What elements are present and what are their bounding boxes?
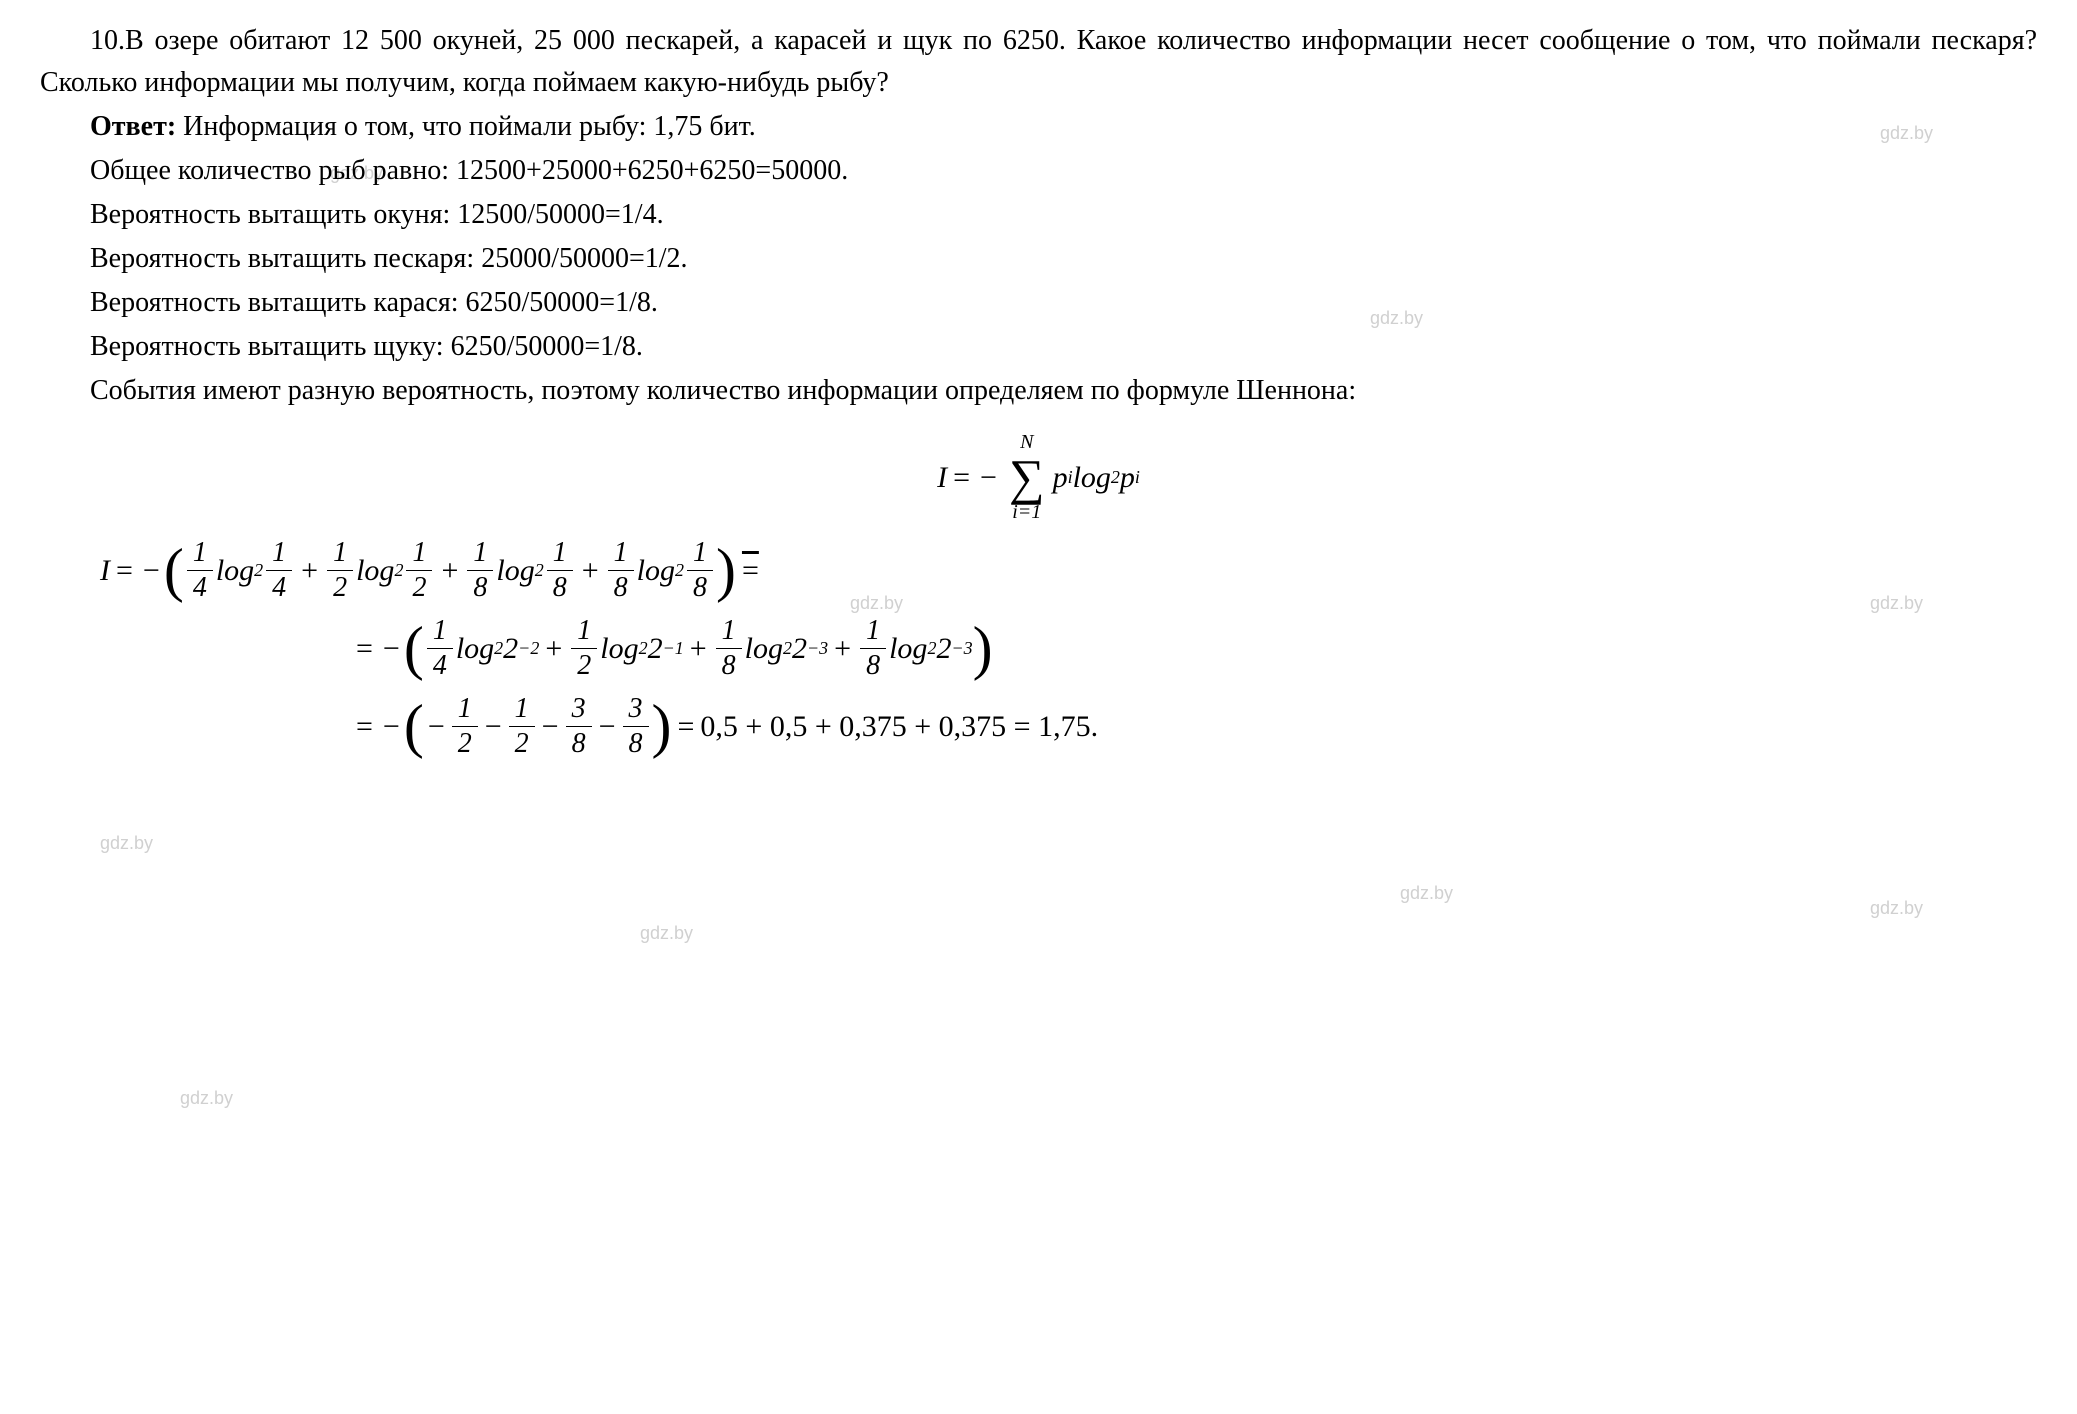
lparen3-icon: (: [404, 711, 424, 741]
lparen2-icon: (: [404, 633, 424, 663]
log-base: 2: [1111, 464, 1120, 491]
frac-l3-2: 12: [571, 614, 597, 682]
frac-l4-2: 12: [509, 692, 535, 760]
plus2: +: [441, 548, 458, 593]
plus-l3-3: +: [834, 626, 851, 671]
frac-1-2b: 12: [406, 536, 432, 604]
equals-sign: =: [953, 455, 970, 500]
neg3: −: [542, 704, 559, 749]
solution-line-1: Общее количество рыб равно: 12500+25000+…: [40, 150, 2037, 192]
log-l3-1: log: [456, 626, 494, 671]
frac-1-2: 12: [327, 536, 353, 604]
plus-l3-1: +: [545, 626, 562, 671]
problem-number: 10.: [90, 25, 125, 56]
log2: log: [356, 548, 394, 593]
minus4: −: [383, 704, 400, 749]
plus3: +: [582, 548, 599, 593]
sum-lower: i=1: [1012, 497, 1041, 527]
watermark-text: gdz.by: [1870, 895, 1923, 922]
neg1: −: [428, 704, 445, 749]
sub-i2: i: [1135, 464, 1140, 491]
problem-statement: 10.В озере обитают 12 500 окуней, 25 000…: [40, 20, 2037, 104]
frac-l3-3: 18: [716, 614, 742, 682]
var-p2: p: [1120, 455, 1135, 500]
log-l3-3: log: [745, 626, 783, 671]
rparen-icon: ): [716, 555, 736, 585]
frac-l4-3: 38: [566, 692, 592, 760]
solution-line-4: Вероятность вытащить карася: 6250/50000=…: [40, 282, 2037, 324]
log-l3-4: log: [889, 626, 927, 671]
var-I: I: [937, 455, 947, 500]
minus3: −: [383, 626, 400, 671]
log3: log: [496, 548, 534, 593]
solution-line-2: Вероятность вытащить окуня: 12500/50000=…: [40, 194, 2037, 236]
frac-l4-4: 38: [623, 692, 649, 760]
sigma-icon: ∑: [1009, 457, 1045, 497]
eq3: =: [356, 626, 373, 671]
answer-label: Ответ:: [90, 111, 176, 142]
log-text: log: [1073, 455, 1111, 500]
lparen-icon: (: [164, 555, 184, 585]
solution-line-3: Вероятность вытащить пескаря: 25000/5000…: [40, 238, 2037, 280]
frac-l4-1: 12: [452, 692, 478, 760]
eq2: =: [116, 548, 133, 593]
summation-symbol: N ∑ i=1: [1009, 427, 1045, 527]
rparen2-icon: ): [973, 633, 993, 663]
var-p: p: [1053, 455, 1068, 500]
frac-1-8c: 18: [608, 536, 634, 604]
log1: log: [216, 548, 254, 593]
log-l3-2: log: [600, 626, 638, 671]
watermark-text: gdz.by: [1400, 880, 1453, 907]
solution-line-6: События имеют разную вероятность, поэтом…: [40, 370, 2037, 412]
shannon-formula: I = − N ∑ i=1 pilog2pi: [40, 427, 2037, 527]
watermark-text: gdz.by: [100, 830, 153, 857]
frac-1-4b: 14: [266, 536, 292, 604]
log4: log: [637, 548, 675, 593]
plus-l3-2: +: [690, 626, 707, 671]
formula-expansion-2: = − ( 14 log22−2 + 12 log22−1 + 18 log22…: [40, 613, 2037, 683]
frac-1-8d: 18: [687, 536, 713, 604]
solution-line-5: Вероятность вытащить щуку: 6250/50000=1/…: [40, 326, 2037, 368]
watermark-text: gdz.by: [640, 920, 693, 947]
final-result: 0,5 + 0,5 + 0,375 + 0,375 = 1,75.: [700, 704, 1098, 749]
watermark-text: gdz.by: [180, 1085, 233, 1112]
neg2: −: [485, 704, 502, 749]
plus1: +: [301, 548, 318, 593]
neg4: −: [599, 704, 616, 749]
formula-result: = − ( − 12 − 12 − 38 − 38 ) = 0,5 + 0,5 …: [40, 691, 2037, 761]
frac-1-8: 18: [467, 536, 493, 604]
eq4: =: [356, 704, 373, 749]
rparen3-icon: ): [652, 711, 672, 741]
formula-expansion-1: I = − ( 14 log2 14 + 12 log2 12 + 18 log…: [40, 535, 2037, 605]
frac-1-8b: 18: [547, 536, 573, 604]
frac-l3-4: 18: [860, 614, 886, 682]
frac-1-4: 14: [187, 536, 213, 604]
problem-text: В озере обитают 12 500 окуней, 25 000 пе…: [40, 25, 2037, 98]
formula-block: I = − N ∑ i=1 pilog2pi I = − ( 14 log2 1…: [40, 427, 2037, 761]
minus-sign: −: [980, 455, 997, 500]
var-I2: I: [100, 548, 110, 593]
answer-line: Ответ: Информация о том, что поймали рыб…: [40, 106, 2037, 148]
frac-l3-1: 14: [427, 614, 453, 682]
minus2: −: [143, 548, 160, 593]
answer-text: Информация о том, что поймали рыбу: 1,75…: [176, 111, 756, 142]
eq-overline: =: [742, 548, 759, 593]
eq5: =: [678, 704, 695, 749]
